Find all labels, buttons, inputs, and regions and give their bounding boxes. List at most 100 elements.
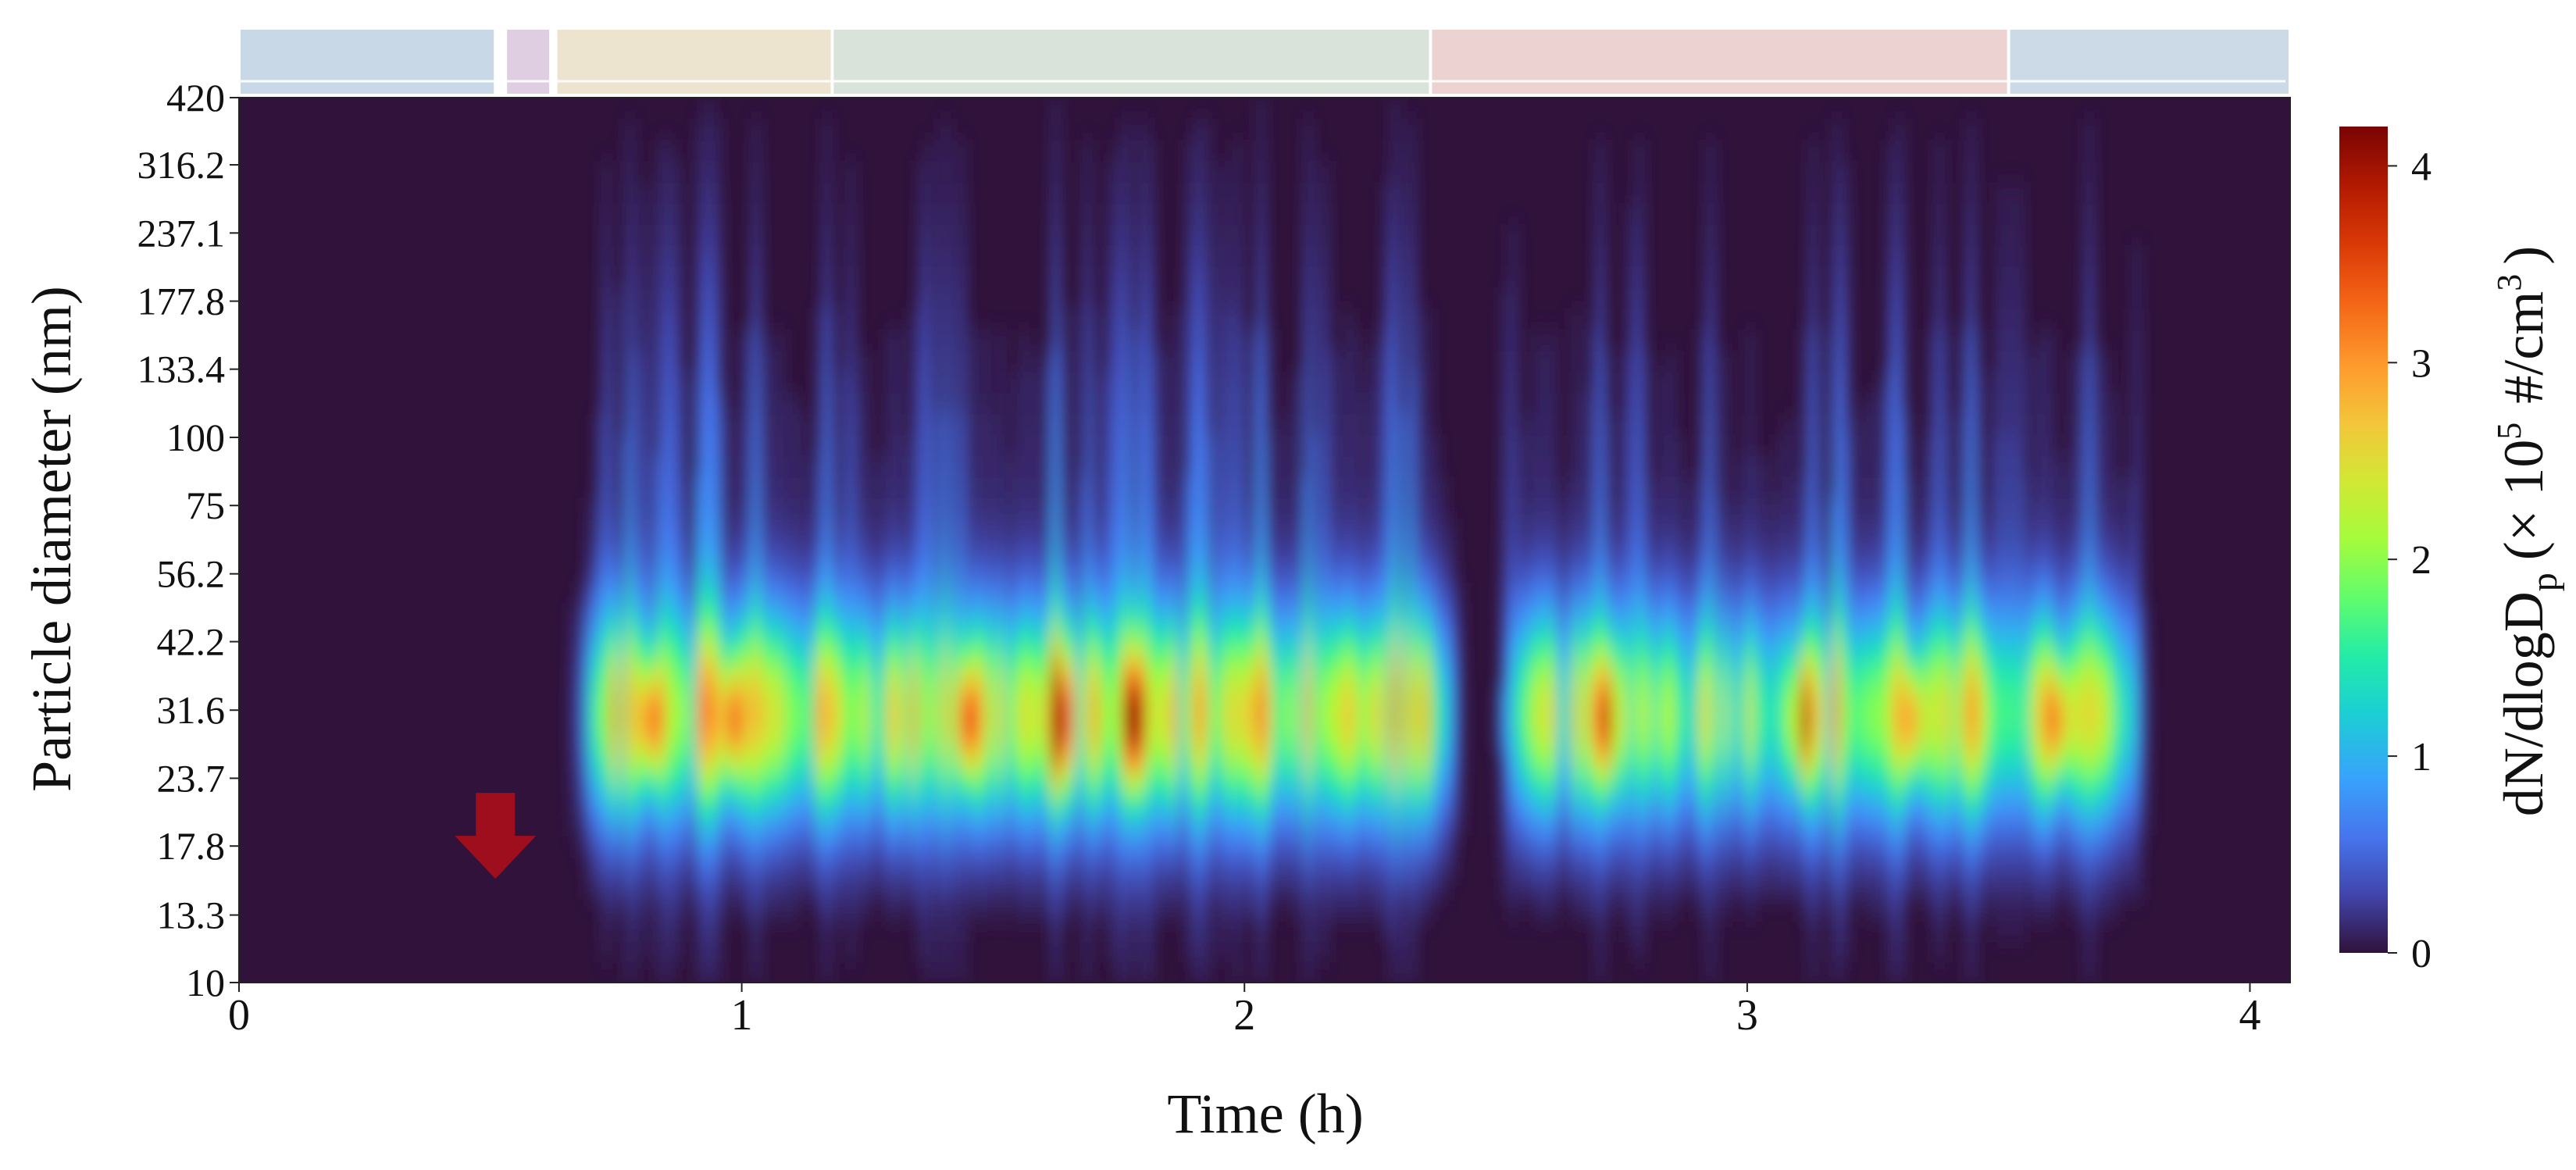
heat-cell	[775, 708, 785, 731]
heat-cell	[1154, 540, 1163, 562]
heat-cell	[925, 687, 934, 710]
heat-cell	[1808, 940, 1818, 963]
heat-cell	[609, 645, 619, 668]
heat-cell	[1011, 666, 1022, 689]
heat-cell	[854, 666, 864, 689]
heat-cell	[799, 708, 808, 731]
heat-cell	[988, 498, 997, 520]
heat-cell	[1359, 455, 1368, 478]
heat-cell	[1777, 729, 1786, 752]
heat-cell	[1390, 160, 1400, 184]
heat-cell	[641, 455, 651, 478]
heat-cell	[1754, 877, 1763, 900]
heat-cell	[1714, 856, 1723, 879]
heat-cell	[1083, 181, 1092, 205]
heat-cell	[751, 603, 761, 626]
heat-cell	[1540, 413, 1550, 436]
heat-cell	[1746, 413, 1755, 436]
heat-cell	[1706, 266, 1715, 288]
heat-cell	[1619, 624, 1629, 647]
heat-cell	[940, 434, 951, 457]
heat-cell	[1051, 540, 1061, 562]
heat-cell	[1643, 582, 1653, 605]
heat-cell	[1422, 793, 1432, 815]
heat-cell	[1840, 687, 1850, 710]
heat-cell	[751, 287, 761, 309]
heat-cell	[1169, 772, 1179, 794]
heat-cell	[1501, 498, 1511, 520]
heat-cell	[1817, 772, 1826, 794]
heat-cell	[1406, 287, 1416, 309]
heat-cell	[1359, 476, 1368, 499]
heat-cell	[665, 751, 674, 773]
heat-cell	[886, 624, 895, 647]
heat-cell	[1746, 666, 1755, 689]
heat-cell	[1169, 329, 1179, 351]
heat-cell	[980, 856, 990, 879]
heat-cell	[838, 751, 847, 773]
heat-cell	[1209, 793, 1218, 815]
heat-cell	[1265, 666, 1274, 689]
heat-cell	[601, 582, 611, 605]
heat-cell	[1051, 772, 1061, 794]
heat-cell	[1438, 708, 1447, 731]
heat-cell	[1896, 413, 1905, 436]
heat-cell	[1903, 729, 1913, 752]
heat-cell	[1414, 835, 1424, 858]
heat-cell	[940, 371, 951, 394]
heat-cell	[720, 455, 730, 478]
heat-cell	[1177, 582, 1187, 605]
heat-cell	[1903, 772, 1913, 794]
heat-cell	[894, 455, 903, 478]
heat-cell	[1201, 835, 1211, 858]
heat-cell	[1650, 856, 1661, 879]
heat-cell	[744, 877, 753, 900]
heat-cell	[862, 540, 872, 562]
heat-cell	[736, 434, 745, 457]
heat-cell	[633, 687, 643, 710]
heat-cell	[909, 476, 919, 499]
heat-cell	[1075, 772, 1084, 794]
heat-cell	[965, 561, 974, 583]
heat-cell	[1335, 645, 1345, 668]
heat-cell	[1761, 772, 1771, 794]
heat-cell	[1738, 751, 1747, 773]
heat-cell	[1848, 687, 1857, 710]
heat-cell	[878, 498, 887, 520]
heat-cell	[1635, 266, 1644, 288]
heat-cell	[609, 814, 619, 836]
heat-cell	[1248, 561, 1258, 583]
heat-cell	[996, 898, 1005, 921]
heat-cell	[1746, 772, 1755, 794]
heat-cell	[1919, 434, 1928, 457]
heat-cell	[665, 371, 674, 394]
heat-cell	[1604, 772, 1613, 794]
heat-cell	[894, 371, 903, 394]
heat-cell	[949, 498, 958, 520]
heat-cell	[1146, 835, 1155, 858]
heat-cell	[1540, 898, 1550, 921]
heat-cell	[1319, 898, 1329, 921]
heat-cell	[1808, 540, 1818, 562]
heat-cell	[1501, 877, 1511, 900]
heat-cell	[1675, 772, 1684, 794]
heat-cell	[1793, 666, 1802, 689]
heat-cell	[1548, 434, 1557, 457]
heat-cell	[1650, 666, 1661, 689]
heat-cell	[1966, 687, 1976, 710]
heat-cell	[625, 877, 635, 900]
heat-cell	[1304, 498, 1313, 520]
heat-cell	[1761, 729, 1771, 752]
heat-cell	[1800, 582, 1811, 605]
heat-cell	[1738, 793, 1747, 815]
heat-cell	[1635, 476, 1644, 499]
heat-cell	[1611, 498, 1621, 520]
heat-cell	[917, 223, 926, 247]
heat-cell	[578, 603, 587, 626]
heat-cell	[1643, 603, 1653, 626]
heat-cell	[1746, 751, 1755, 773]
heat-cell	[673, 708, 682, 731]
heat-cell	[925, 877, 934, 900]
heat-cell	[1832, 308, 1842, 330]
heat-cell	[807, 582, 816, 605]
